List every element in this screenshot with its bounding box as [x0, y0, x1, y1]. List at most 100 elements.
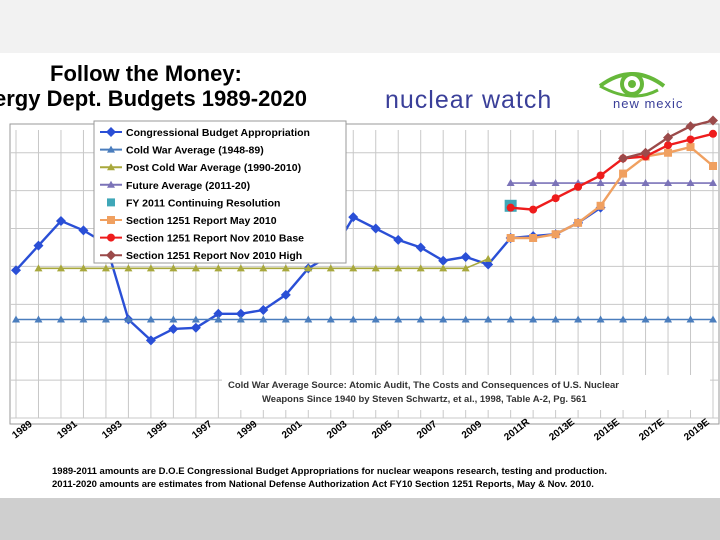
data-point: [709, 179, 717, 187]
data-point: [664, 315, 673, 323]
data-point: [438, 255, 449, 266]
data-point: [370, 223, 381, 234]
legend-label: Congressional Budget Appropriation: [126, 127, 310, 139]
data-point: [394, 315, 403, 323]
data-point: [349, 264, 358, 272]
data-point: [213, 308, 224, 319]
legend-label: Section 1251 Report Nov 2010 Base: [126, 233, 304, 245]
series-line: [510, 145, 714, 240]
data-point: [371, 315, 380, 323]
legend-item: Section 1251 Report May 2010: [100, 215, 277, 227]
legend-label: Post Cold War Average (1990-2010): [126, 162, 301, 174]
data-point: [506, 203, 515, 212]
data-point: [664, 179, 673, 187]
data-point: [551, 230, 560, 239]
brand-subtitle: new mexic: [613, 96, 684, 111]
legend-item: FY 2011 Continuing Resolution: [107, 197, 280, 209]
data-point: [12, 315, 20, 323]
data-point: [596, 171, 605, 180]
data-point: [506, 315, 515, 323]
data-point: [146, 264, 155, 272]
data-point: [483, 259, 494, 270]
data-point: [484, 254, 493, 262]
data-point: [551, 194, 560, 203]
data-point: [191, 315, 200, 323]
data-point: [236, 264, 245, 272]
legend-marker: [106, 127, 116, 137]
data-point: [709, 129, 717, 138]
data-point: [146, 315, 155, 323]
data-point: [641, 315, 650, 323]
data-point: [551, 179, 560, 187]
data-point: [709, 315, 717, 323]
data-point: [664, 141, 673, 150]
data-point: [416, 264, 425, 272]
legend-marker: [107, 180, 115, 188]
chart-legend: Congressional Budget Appropriation Cold W…: [93, 120, 347, 264]
source-note-line1: Cold War Average Source: Atomic Audit, T…: [228, 380, 619, 391]
legend-marker: [107, 145, 115, 153]
data-point: [56, 264, 65, 272]
data-point: [258, 305, 269, 315]
source-note-line2: Weapons Since 1940 by Steven Schwartz, e…: [262, 394, 587, 405]
slide-title-line1: Follow the Money:: [50, 61, 242, 86]
legend-marker: [107, 216, 115, 224]
legend-item: Section 1251 Report Nov 2010 High: [100, 250, 302, 262]
data-point: [235, 308, 246, 319]
brand-name: nuclear watch: [385, 86, 553, 114]
data-point: [596, 201, 605, 210]
data-point: [686, 135, 695, 144]
legend-item: Congressional Budget Appropriation: [100, 127, 310, 139]
data-point: [461, 264, 470, 272]
data-point: [529, 234, 538, 242]
data-point: [506, 179, 515, 187]
data-point: [574, 315, 583, 323]
series-1: [12, 315, 717, 323]
data-point: [304, 315, 313, 323]
data-point: [281, 315, 290, 323]
source-note: Cold War Average Source: Atomic Audit, T…: [222, 375, 710, 410]
data-point: [708, 115, 718, 126]
data-point: [484, 315, 493, 323]
data-point: [236, 315, 245, 323]
data-point: [415, 242, 426, 253]
data-point: [326, 315, 335, 323]
legend-item: Cold War Average (1948-89): [100, 145, 264, 157]
data-point: [169, 315, 178, 323]
data-point: [34, 264, 43, 272]
data-point: [190, 322, 201, 333]
legend-marker: [107, 233, 115, 242]
footnote-line2: 2011-2020 amounts are estimates from Nat…: [52, 479, 594, 490]
data-point: [191, 264, 200, 272]
data-point: [574, 182, 583, 191]
data-point: [640, 147, 651, 158]
data-point: [259, 264, 268, 272]
data-point: [56, 315, 65, 323]
data-point: [664, 148, 673, 157]
data-point: [393, 234, 404, 245]
data-point: [529, 179, 538, 187]
data-point: [304, 264, 313, 272]
data-point: [529, 205, 538, 214]
data-point: [618, 153, 629, 164]
data-point: [124, 264, 133, 272]
data-point: [506, 234, 515, 242]
legend-label: Section 1251 Report May 2010: [126, 215, 277, 227]
legend-marker: [106, 250, 116, 261]
data-point: [169, 264, 178, 272]
data-point: [394, 264, 403, 272]
data-point: [145, 335, 156, 346]
legend-label: Section 1251 Report Nov 2010 High: [126, 250, 302, 262]
data-point: [439, 264, 448, 272]
legend-item: Section 1251 Report Nov 2010 Base: [100, 233, 304, 245]
data-point: [33, 240, 44, 251]
data-point: [686, 315, 695, 323]
slide-title-line2: ergy Dept. Budgets 1989-2020: [0, 86, 308, 111]
data-point: [619, 179, 628, 187]
chart-series: [11, 115, 718, 346]
data-point: [371, 264, 380, 272]
bottom-band: [0, 498, 720, 540]
data-point: [574, 218, 583, 227]
data-point: [214, 315, 223, 323]
